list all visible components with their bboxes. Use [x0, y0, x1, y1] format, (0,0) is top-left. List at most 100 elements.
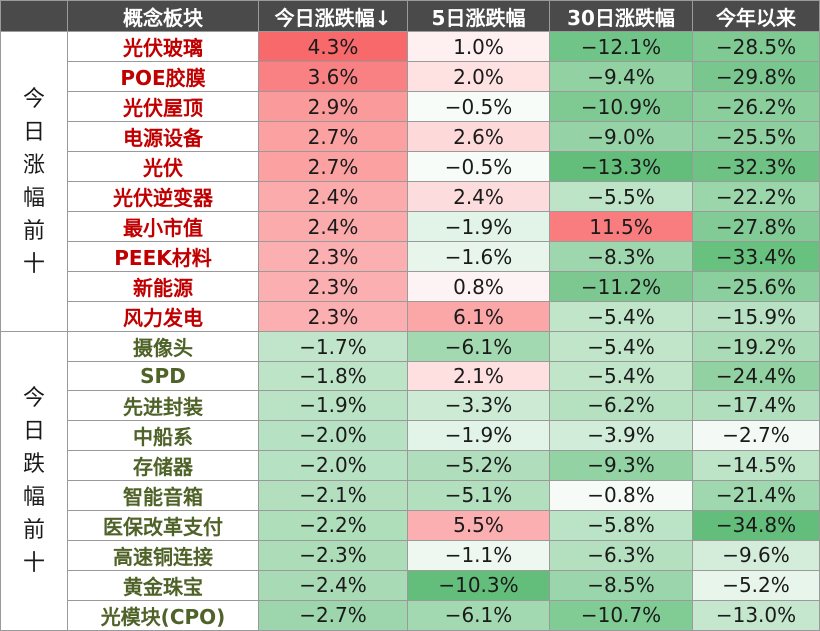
- sector-name[interactable]: 光伏: [67, 151, 259, 182]
- table-row: 风力发电 2.3% 6.1% −5.4% −15.9%: [1, 301, 820, 332]
- 5day-change-cell: −0.5%: [407, 151, 550, 182]
- today-change-cell: 4.3%: [258, 31, 408, 62]
- 30day-change-cell: −9.4%: [549, 61, 693, 92]
- ytd-change-cell: −22.2%: [692, 181, 820, 212]
- today-change-cell: −2.0%: [258, 419, 408, 451]
- today-change-cell: −2.3%: [258, 539, 408, 571]
- 30day-change-cell: −9.3%: [549, 449, 693, 481]
- 5day-change-cell: −10.3%: [407, 569, 550, 601]
- today-change-cell: −2.0%: [258, 449, 408, 481]
- table-row: POE胶膜 3.6% 2.0% −9.4% −29.8%: [1, 61, 820, 92]
- table-row: 医保改革支付 −2.2% 5.5% −5.8% −34.8%: [1, 509, 820, 541]
- sector-name[interactable]: 光伏逆变器: [67, 181, 259, 212]
- 30day-change-cell: −5.4%: [549, 301, 693, 332]
- sector-name[interactable]: 光伏玻璃: [67, 31, 259, 62]
- sector-name[interactable]: 智能音箱: [67, 479, 259, 511]
- table-row: 光伏 2.7% −0.5% −13.3% −32.3%: [1, 151, 820, 182]
- ytd-change-cell: −32.3%: [692, 151, 820, 182]
- sector-name[interactable]: 电源设备: [67, 121, 259, 152]
- 30day-change-cell: −10.9%: [549, 91, 693, 122]
- 30day-change-cell: −9.0%: [549, 121, 693, 152]
- table-row: 存储器 −2.0% −5.2% −9.3% −14.5%: [1, 449, 820, 481]
- header-30day-change[interactable]: 30日涨跌幅: [549, 0, 693, 32]
- sector-name[interactable]: 高速铜连接: [67, 539, 259, 571]
- ytd-change-cell: −13.0%: [692, 599, 820, 631]
- 5day-change-cell: −0.5%: [407, 91, 550, 122]
- today-change-cell: −2.1%: [258, 479, 408, 511]
- 30day-change-cell: −3.9%: [549, 419, 693, 451]
- ytd-change-cell: −25.5%: [692, 121, 820, 152]
- today-change-cell: 2.3%: [258, 301, 408, 332]
- today-change-cell: 2.4%: [258, 211, 408, 242]
- 5day-change-cell: −5.1%: [407, 479, 550, 511]
- 30day-change-cell: −5.5%: [549, 181, 693, 212]
- table-row: 光伏屋顶 2.9% −0.5% −10.9% −26.2%: [1, 91, 820, 122]
- group-label: 今日涨幅前十: [0, 31, 68, 332]
- sector-name[interactable]: 存储器: [67, 449, 259, 481]
- 5day-change-cell: −6.1%: [407, 599, 550, 631]
- 30day-change-cell: −8.3%: [549, 241, 693, 272]
- table-row: 先进封装 −1.9% −3.3% −6.2% −17.4%: [1, 389, 820, 421]
- ytd-change-cell: −25.6%: [692, 271, 820, 302]
- today-change-cell: −1.8%: [258, 361, 408, 391]
- today-change-cell: −1.9%: [258, 389, 408, 421]
- 5day-change-cell: −1.1%: [407, 539, 550, 571]
- sector-name[interactable]: 风力发电: [67, 301, 259, 332]
- 30day-change-cell: −11.2%: [549, 271, 693, 302]
- 30day-change-cell: −6.3%: [549, 539, 693, 571]
- today-change-cell: 2.4%: [258, 181, 408, 212]
- header-ytd-change[interactable]: 今年以来: [692, 0, 820, 32]
- ytd-change-cell: −33.4%: [692, 241, 820, 272]
- sector-name[interactable]: PEEK材料: [67, 241, 259, 272]
- sector-name[interactable]: 黄金珠宝: [67, 569, 259, 601]
- ytd-change-cell: −21.4%: [692, 479, 820, 511]
- sector-name[interactable]: 新能源: [67, 271, 259, 302]
- 5day-change-cell: −1.9%: [407, 211, 550, 242]
- table-body: 今日涨幅前十光伏玻璃 4.3% 1.0% −12.1% −28.5% POE胶膜 3.6% 2…: [0, 31, 820, 631]
- header-today-change[interactable]: 今日涨跌幅↓: [258, 0, 408, 32]
- sector-name[interactable]: POE胶膜: [67, 61, 259, 92]
- sector-name[interactable]: 中船系: [67, 419, 259, 451]
- header-concept-sector: 概念板块: [67, 0, 259, 32]
- table-row: 光伏逆变器 2.4% 2.4% −5.5% −22.2%: [1, 181, 820, 212]
- sector-name[interactable]: SPD: [67, 361, 259, 391]
- ytd-change-cell: −5.2%: [692, 569, 820, 601]
- 30day-change-cell: −5.4%: [549, 361, 693, 391]
- sector-name[interactable]: 最小市值: [67, 211, 259, 242]
- table-row: 新能源 2.3% 0.8% −11.2% −25.6%: [1, 271, 820, 302]
- table-row: 最小市值 2.4% −1.9% 11.5% −27.8%: [1, 211, 820, 242]
- table-row: 高速铜连接 −2.3% −1.1% −6.3% −9.6%: [1, 539, 820, 571]
- today-change-cell: 2.3%: [258, 241, 408, 272]
- ytd-change-cell: −29.8%: [692, 61, 820, 92]
- 30day-change-cell: −8.5%: [549, 569, 693, 601]
- ytd-change-cell: −15.9%: [692, 301, 820, 332]
- header-5day-change[interactable]: 5日涨跌幅: [407, 0, 550, 32]
- sector-name[interactable]: 先进封装: [67, 389, 259, 421]
- 5day-change-cell: 0.8%: [407, 271, 550, 302]
- today-change-cell: 3.6%: [258, 61, 408, 92]
- ytd-change-cell: −26.2%: [692, 91, 820, 122]
- ytd-change-cell: −28.5%: [692, 31, 820, 62]
- table-row: 智能音箱 −2.1% −5.1% −0.8% −21.4%: [1, 479, 820, 511]
- header-row: 概念板块 今日涨跌幅↓ 5日涨跌幅 30日涨跌幅 今年以来: [0, 0, 820, 32]
- 5day-change-cell: 2.1%: [407, 361, 550, 391]
- 30day-change-cell: −5.8%: [549, 509, 693, 541]
- sector-name[interactable]: 光伏屋顶: [67, 91, 259, 122]
- ytd-change-cell: −9.6%: [692, 539, 820, 571]
- sector-name[interactable]: 医保改革支付: [67, 509, 259, 541]
- table-row: 黄金珠宝 −2.4% −10.3% −8.5% −5.2%: [1, 569, 820, 601]
- table-row: PEEK材料 2.3% −1.6% −8.3% −33.4%: [1, 241, 820, 272]
- 30day-change-cell: −0.8%: [549, 479, 693, 511]
- 5day-change-cell: −5.2%: [407, 449, 550, 481]
- 30day-change-cell: −13.3%: [549, 151, 693, 182]
- sector-name[interactable]: 光模块(CPO): [67, 599, 259, 631]
- table-row: SPD −1.8% 2.1% −5.4% −24.4%: [1, 361, 820, 391]
- 5day-change-cell: −6.1%: [407, 331, 550, 362]
- table-row: 光模块(CPO) −2.7% −6.1% −10.7% −13.0%: [1, 599, 820, 631]
- ytd-change-cell: −27.8%: [692, 211, 820, 242]
- today-change-cell: 2.9%: [258, 91, 408, 122]
- 30day-change-cell: −10.7%: [549, 599, 693, 631]
- sector-name[interactable]: 摄像头: [67, 331, 259, 362]
- 5day-change-cell: −1.6%: [407, 241, 550, 272]
